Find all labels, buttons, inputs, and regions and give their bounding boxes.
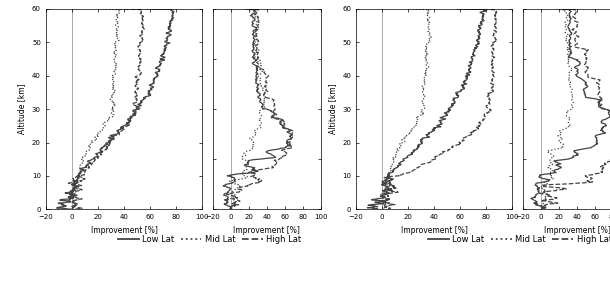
Y-axis label: Altitude [km]: Altitude [km] xyxy=(328,84,337,135)
X-axis label: Improvement [%]: Improvement [%] xyxy=(544,226,610,235)
X-axis label: Improvement [%]: Improvement [%] xyxy=(90,226,157,235)
X-axis label: Improvement [%]: Improvement [%] xyxy=(401,226,468,235)
Legend: Low Lat, Mid Lat, High Lat: Low Lat, Mid Lat, High Lat xyxy=(425,231,610,247)
Y-axis label: Altitude [km]: Altitude [km] xyxy=(17,84,26,135)
X-axis label: Improvement [%]: Improvement [%] xyxy=(234,226,300,235)
Legend: Low Lat, Mid Lat, High Lat: Low Lat, Mid Lat, High Lat xyxy=(114,231,305,247)
